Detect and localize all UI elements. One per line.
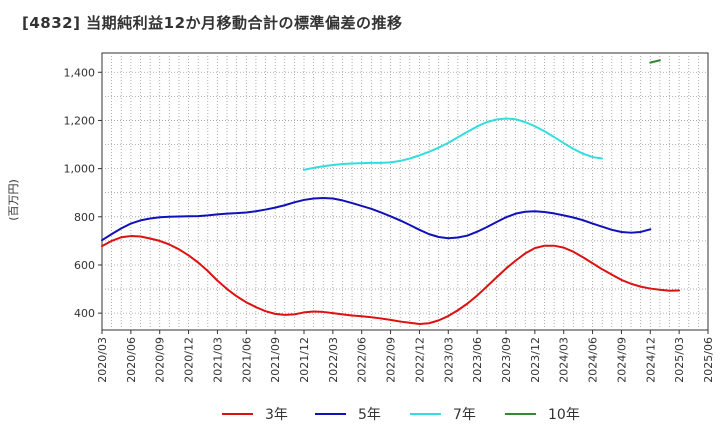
- x-tick-label: 2020/06: [125, 337, 138, 383]
- y-tick-label: 1,200: [64, 114, 96, 127]
- x-tick-label: 2021/12: [298, 337, 311, 383]
- plot-area: [101, 52, 709, 331]
- x-tick-label: 2022/09: [385, 337, 398, 383]
- x-tick-label: 2024/03: [558, 337, 571, 383]
- y-tick-label: 400: [74, 307, 95, 320]
- chart-title: [4832] 当期純利益12か月移動合計の標準偏差の推移: [22, 14, 403, 32]
- x-tick-label: 2025/06: [702, 337, 715, 383]
- x-tick-label: 2020/12: [183, 337, 196, 383]
- x-tick-label: 2020/03: [96, 337, 109, 383]
- x-axis: 2020/03 2020/06 2020/09 2020/12 2021/03 2021/…: [96, 330, 715, 383]
- legend-label: 3年: [265, 407, 288, 423]
- legend-label: 7年: [453, 407, 476, 423]
- x-tick-label: 2024/09: [615, 337, 628, 383]
- y-tick-label: 1,000: [64, 163, 96, 176]
- x-tick-label: 2025/03: [673, 337, 686, 383]
- x-tick-label: 2021/06: [240, 337, 253, 383]
- x-tick-label: 2021/09: [269, 337, 282, 383]
- x-tick-label: 2022/12: [413, 337, 426, 383]
- x-tick-label: 2023/09: [500, 337, 513, 383]
- legend-label: 5年: [358, 407, 381, 423]
- legend: 3年 5年 7年 10年: [222, 407, 580, 423]
- x-tick-label: 2023/03: [442, 337, 455, 383]
- y-axis: 400 600 800 1,000 1,200 1,400: [64, 66, 102, 320]
- y-tick-label: 600: [74, 259, 95, 272]
- x-tick-label: 2022/03: [327, 337, 340, 383]
- series-layer: [101, 59, 681, 325]
- x-tick-label: 2023/12: [529, 337, 542, 383]
- x-tick-label: 2024/06: [587, 337, 600, 383]
- series-line-5年: [101, 197, 652, 242]
- series-line-10年: [649, 59, 661, 64]
- y-tick-label: 1,400: [64, 66, 96, 79]
- series-line-7年: [303, 117, 604, 171]
- y-tick-label: 800: [74, 211, 95, 224]
- grid-layer: [102, 53, 708, 330]
- x-tick-label: 2022/06: [356, 337, 369, 383]
- x-tick-label: 2023/06: [471, 337, 484, 383]
- series-line-3年: [101, 235, 681, 325]
- y-axis-label: (百万円): [7, 179, 20, 221]
- x-tick-label: 2021/03: [211, 337, 224, 383]
- legend-label: 10年: [548, 407, 580, 423]
- x-tick-label: 2024/12: [644, 337, 657, 383]
- x-tick-label: 2020/09: [154, 337, 167, 383]
